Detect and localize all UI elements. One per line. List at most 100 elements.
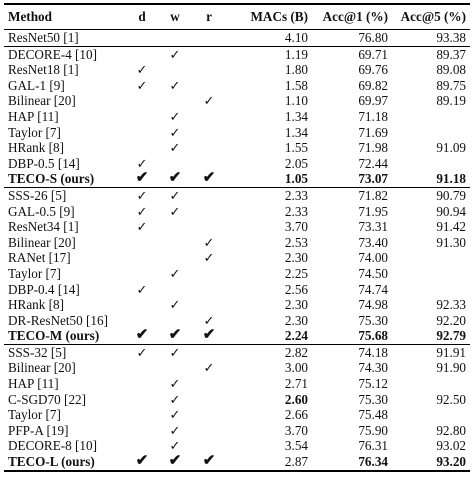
acc1-cell: 74.00 (358, 250, 388, 266)
depth-check-cell: ✓ (136, 62, 148, 78)
depth-check-cell: ✔ (135, 327, 149, 344)
resolution-check-cell: ✓ (203, 234, 215, 250)
depth-check-cell (126, 360, 158, 376)
method-cell: SSS-32 [5] (4, 343, 126, 361)
resolution-check-cell (192, 282, 226, 298)
macs-cell: 1.55 (284, 140, 308, 156)
acc5-cell: 89.75 (436, 77, 466, 93)
depth-check-cell (126, 140, 158, 156)
acc1-cell: 73.07 (358, 171, 388, 187)
header-w: w (170, 9, 180, 24)
depth-check-cell (126, 423, 158, 439)
method-cell: TECO-M (ours) (8, 328, 100, 344)
acc1-cell: 71.18 (358, 108, 388, 124)
header-macs: MACs (B) (250, 9, 308, 24)
depth-check-cell (126, 297, 158, 313)
depth-check-cell: ✓ (136, 219, 148, 235)
table-row: Taylor [7] ✓ 1.34 71.69 (4, 125, 470, 141)
method-cell: ResNet18 [1] (8, 62, 79, 78)
method-cell: Taylor [7] (8, 124, 61, 140)
resolution-check-cell (192, 376, 226, 392)
acc5-cell: 90.79 (392, 186, 470, 204)
depth-check-cell (126, 93, 158, 109)
resolution-check-cell (192, 343, 226, 361)
table-row: Taylor [7] ✓ 2.66 75.48 (4, 407, 470, 423)
acc5-cell (392, 376, 470, 392)
acc1-cell: 76.34 (358, 454, 388, 470)
resolution-check-cell (192, 423, 226, 439)
acc5-cell: 92.20 (436, 312, 466, 328)
macs-cell: 1.10 (284, 93, 308, 109)
acc5-cell: 91.09 (436, 140, 466, 156)
acc5-cell: 91.91 (392, 343, 470, 361)
macs-cell: 1.58 (284, 77, 308, 93)
resolution-check-cell: ✔ (202, 327, 216, 344)
acc5-cell: 92.80 (436, 422, 466, 438)
macs-cell: 2.33 (226, 186, 312, 204)
macs-cell: 2.60 (284, 391, 308, 407)
table-row: PFP-A [19] ✓ 3.70 75.90 92.80 (4, 423, 470, 439)
macs-cell: 1.34 (284, 108, 308, 124)
depth-check-cell: ✓ (136, 281, 148, 297)
method-cell: RANet [17] (8, 250, 71, 266)
method-cell: Taylor [7] (8, 265, 61, 281)
acc5-cell: 91.90 (436, 360, 466, 376)
macs-cell: 3.54 (284, 438, 308, 454)
resolution-check-cell (192, 109, 226, 125)
macs-cell: 2.05 (284, 155, 308, 171)
acc5-cell: 93.38 (392, 29, 470, 47)
depth-check-cell (126, 438, 158, 454)
acc1-cell: 76.80 (312, 29, 392, 47)
table-row: GAL-1 [9] ✓ ✓ 1.58 69.82 89.75 (4, 78, 470, 94)
table-row: HAP [11] ✓ 2.71 75.12 (4, 376, 470, 392)
depth-check-cell: ✔ (135, 170, 149, 187)
table-row: DECORE-8 [10] ✓ 3.54 76.31 93.02 (4, 438, 470, 454)
acc5-cell: 92.79 (436, 328, 466, 344)
width-check-cell (158, 219, 192, 235)
resolution-check-cell (192, 29, 226, 47)
width-check-cell: ✔ (168, 327, 182, 344)
method-cell: GAL-0.5 [9] (8, 203, 75, 219)
acc5-cell: 92.33 (436, 297, 466, 313)
macs-cell: 4.10 (226, 29, 312, 47)
method-cell: HAP [11] (8, 108, 59, 124)
table-row-ours: TECO-L (ours) ✔ ✔ ✔ 2.87 76.34 93.20 (4, 453, 470, 470)
width-check-cell: ✓ (169, 391, 181, 407)
depth-check-cell: ✔ (135, 453, 149, 470)
acc5-cell (392, 266, 470, 282)
macs-cell: 3.00 (284, 360, 308, 376)
width-check-cell (158, 235, 192, 251)
acc1-cell: 69.82 (358, 77, 388, 93)
width-check-cell: ✓ (169, 140, 181, 156)
depth-check-cell: ✓ (136, 155, 148, 171)
header-d: d (138, 9, 146, 24)
method-cell: GAL-1 [9] (8, 77, 65, 93)
acc1-cell: 75.68 (358, 328, 388, 344)
resolution-check-cell (192, 186, 226, 204)
acc1-cell: 71.69 (358, 124, 388, 140)
width-check-cell: ✔ (168, 453, 182, 470)
acc5-cell: 90.94 (436, 203, 466, 219)
acc1-cell: 75.48 (358, 407, 388, 423)
acc1-cell: 71.82 (312, 186, 392, 204)
header-acc5: Acc@5 (%) (400, 9, 466, 24)
method-cell: Taylor [7] (8, 407, 61, 423)
table-row: HRank [8] ✓ 1.55 71.98 91.09 (4, 140, 470, 156)
macs-cell: 3.70 (284, 219, 308, 235)
resolution-check-cell (192, 62, 226, 78)
table-row: Taylor [7] ✓ 2.25 74.50 (4, 266, 470, 282)
method-cell: ResNet50 [1] (4, 29, 126, 47)
resolution-check-cell (192, 140, 226, 156)
resolution-check-cell: ✔ (202, 170, 216, 187)
width-check-cell: ✓ (169, 438, 181, 454)
resolution-check-cell (192, 125, 226, 141)
depth-check-cell (126, 45, 158, 63)
table-row: Bilinear [20] ✓ 3.00 74.30 91.90 (4, 360, 470, 376)
acc1-cell: 74.74 (358, 281, 388, 297)
width-check-cell (158, 282, 192, 298)
width-check-cell (158, 360, 192, 376)
resolution-check-cell (192, 156, 226, 172)
header-method: Method (8, 9, 52, 24)
depth-check-cell (126, 313, 158, 329)
method-cell: HRank [8] (8, 140, 65, 156)
